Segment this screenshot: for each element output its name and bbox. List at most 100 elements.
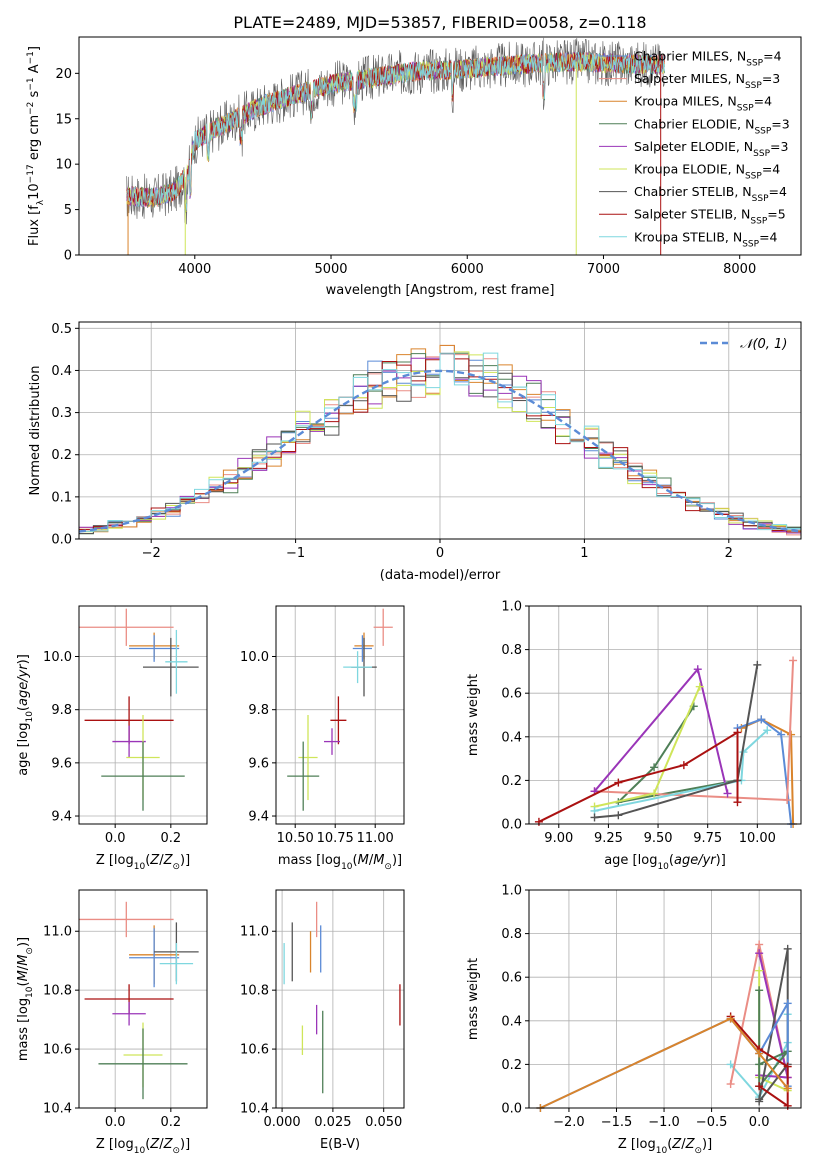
y-tick-label: 11.0 [43, 925, 72, 940]
y-tick-label: 10.6 [43, 1043, 72, 1058]
age-mass-plot: 10.50 10.75 11.00 9.4 9.6 9.8 10.0 mass [log10(… [240, 605, 405, 872]
x-tick-label: 7000 [587, 262, 620, 277]
y-tick-label: 0.6 [501, 971, 522, 986]
x-tick-label: 0.050 [365, 1115, 402, 1130]
weight-line [737, 718, 793, 825]
x-tick-label: 10.50 [277, 831, 314, 846]
y-tick-label: 0.2 [51, 448, 72, 463]
x-tick-label: 0.0 [105, 1115, 126, 1130]
weight-z-plot: −2.0 −1.5 −1.0 −0.5 0.0 0.0 0.2 0.4 0.6 0.8 1.0 Z [… [466, 884, 802, 1156]
y-tick-label: 9.8 [51, 703, 72, 718]
y-tick-label: 9.8 [248, 703, 269, 718]
y-tick-label: 10.8 [240, 984, 269, 999]
x-tick-label: 0.025 [314, 1115, 351, 1130]
legend-entry: Chabrier MILES, NSSP=4 [634, 49, 782, 69]
x-axis-label: Z [log10(Z/Z⊙)] [96, 853, 190, 872]
y-tick-label: 0.2 [501, 1058, 522, 1073]
x-tick-label: −2.0 [553, 1115, 585, 1130]
plot-frame [275, 605, 405, 825]
y-tick-label: 0.2 [501, 774, 522, 789]
weight-line [615, 705, 738, 804]
x-tick-label: −1.5 [601, 1115, 633, 1130]
y-tick-label: 0.3 [51, 406, 72, 421]
legend-entry: Kroupa MILES, NSSP=4 [634, 94, 772, 114]
y-tick-label: 0.1 [51, 490, 72, 505]
plot-frame [78, 605, 208, 825]
x-tick-label: 10.00 [739, 831, 776, 846]
x-tick-label: 0.000 [263, 1115, 300, 1130]
x-tick-label: −1 [286, 546, 305, 561]
x-axis-label: (data-model)/error [380, 568, 501, 583]
x-axis-label: E(B-V) [320, 1137, 360, 1152]
x-tick-label: 0 [436, 546, 444, 561]
x-tick-label: 6000 [451, 262, 484, 277]
weight-line [594, 664, 759, 819]
y-tick-label: 15 [55, 112, 72, 127]
x-tick-label: −1.0 [648, 1115, 680, 1130]
y-tick-label: 1.0 [501, 884, 522, 899]
x-tick-label: 2 [725, 546, 733, 561]
legend-entry: Kroupa ELODIE, NSSP=4 [634, 162, 780, 182]
y-tick-label: 10.4 [43, 1102, 72, 1117]
y-axis-label: Normed distribution [28, 366, 43, 496]
legend-entry: Salpeter MILES, NSSP=3 [634, 71, 780, 91]
x-tick-label: 0.2 [160, 1115, 181, 1130]
x-axis-label: wavelength [Angstrom, rest frame] [326, 283, 555, 298]
y-tick-label: 10.6 [240, 1043, 269, 1058]
y-axis-label: age [log10(age/yr)] [16, 654, 35, 776]
legend-entry: Chabrier ELODIE, NSSP=3 [634, 116, 790, 136]
y-tick-label: 9.6 [51, 756, 72, 771]
y-tick-label: 5 [64, 203, 72, 218]
plot-frame [78, 36, 802, 256]
spectrum-line [126, 51, 665, 211]
y-tick-label: 0.4 [501, 730, 522, 745]
y-tick-label: 1.0 [501, 600, 522, 615]
weight-age-plot: 9.00 9.25 9.50 9.75 10.00 0.0 0.2 0.4 0.6 0.8 1.0 a… [466, 600, 802, 872]
histogram-step [79, 352, 801, 537]
x-tick-label: 11.00 [357, 831, 394, 846]
x-axis-label: age [log10(age/yr)] [604, 853, 726, 872]
y-tick-label: 20 [55, 67, 72, 82]
legend-entry: 𝒩(0, 1) [740, 337, 787, 352]
plot-frame [528, 889, 802, 1109]
weight-line [539, 1017, 789, 1109]
legend-entry: Salpeter ELODIE, NSSP=3 [634, 139, 788, 159]
y-tick-label: 0.0 [501, 1102, 522, 1117]
legend-entry: Salpeter STELIB, NSSP=5 [634, 207, 786, 227]
x-tick-label: 9.50 [644, 831, 673, 846]
y-tick-label: 0.5 [51, 322, 72, 337]
y-tick-label: 10 [55, 158, 72, 173]
plot-frame [275, 889, 405, 1109]
y-tick-label: 0.0 [501, 818, 522, 833]
y-tick-label: 9.4 [51, 810, 72, 825]
figure-title: PLATE=2489, MJD=53857, FIBERID=0058, z=0… [233, 13, 646, 32]
y-axis-label: mass weight [466, 958, 481, 1040]
x-axis-label: Z [log10(Z/Z⊙)] [618, 1137, 712, 1156]
x-axis-label: mass [log10(M/M⊙)] [278, 853, 402, 872]
legend-entry: Chabrier STELIB, NSSP=4 [634, 184, 787, 204]
x-tick-label: −0.5 [696, 1115, 728, 1130]
x-tick-label: 0.0 [749, 1115, 770, 1130]
x-tick-label: 9.00 [544, 831, 573, 846]
x-axis-label: Z [log10(Z/Z⊙)] [96, 1137, 190, 1156]
y-tick-label: 11.0 [240, 925, 269, 940]
x-tick-label: −2 [142, 546, 161, 561]
x-tick-label: 0.2 [160, 831, 181, 846]
plot-frame [78, 889, 208, 1109]
x-tick-label: 5000 [314, 262, 347, 277]
x-tick-label: 0.0 [105, 831, 126, 846]
y-tick-label: 0.8 [501, 643, 522, 658]
plot-frame [528, 605, 802, 825]
y-axis-label: mass [log10(M/M⊙)] [16, 937, 35, 1061]
y-axis-label: mass weight [466, 674, 481, 756]
y-tick-label: 0.4 [51, 364, 72, 379]
x-tick-label: 8000 [723, 262, 756, 277]
normal-curve [78, 369, 799, 533]
y-tick-label: 10.0 [43, 650, 72, 665]
y-tick-label: 0 [64, 249, 72, 264]
age-z-plot: 0.0 0.2 9.4 9.6 9.8 10.0 Z [log10(Z/Z⊙)] age [l… [16, 605, 208, 872]
y-tick-label: 0.4 [501, 1014, 522, 1029]
y-tick-label: 0.8 [501, 927, 522, 942]
